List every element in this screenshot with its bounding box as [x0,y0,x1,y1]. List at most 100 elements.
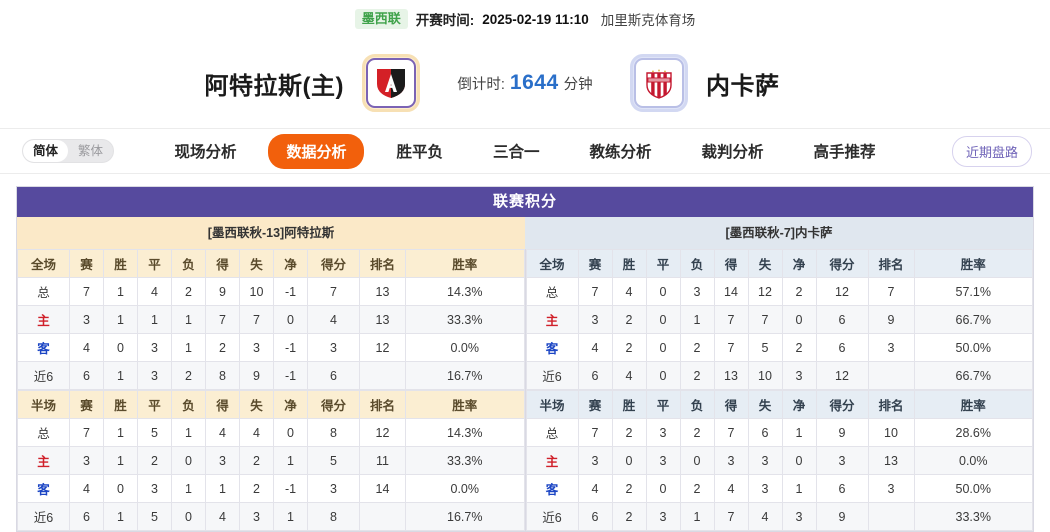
navigation-bar: 简体 繁体 现场分析 数据分析 胜平负 三合一 教练分析 裁判分析 高手推荐 近… [0,128,1050,174]
cell-rank: 10 [867,418,915,447]
cell-goal-diff: 1 [781,418,817,447]
lang-simplified-option[interactable]: 简体 [23,140,69,162]
cell-win-rate: 33.3% [405,446,525,475]
cell-goals-against: 3 [239,333,274,362]
table-row: 总 7 4 0 3 14 12 2 12 7 57.1% [525,277,1033,306]
language-toggle[interactable]: 简体 繁体 [22,139,115,163]
cell-drawn: 3 [645,418,681,447]
cell-points: 8 [307,418,360,447]
tab-live-analysis[interactable]: 现场分析 [174,144,237,161]
cell-goals-for: 8 [205,361,240,390]
cell-won: 0 [611,446,647,475]
recent-odds-button[interactable]: 近期盘路 [951,135,1032,167]
standings-tables: 全场 赛 胜 平 负 得 失 净 得分 排名 胜率 总 7 1 4 2 9 10 -1 7 13 1… [17,249,1033,531]
col-goals-against: 失 [239,249,274,278]
table-header-row: 全场 赛 胜 平 负 得 失 净 得分 排名 胜率 [17,249,525,278]
col-goal-diff: 净 [273,249,308,278]
cell-goal-diff: 3 [781,361,817,390]
cell-goals-against: 4 [239,418,274,447]
cell-played: 6 [69,361,104,390]
team-band-row: [墨西联秋-13]阿特拉斯 [墨西联秋-7]内卡萨 [17,217,1033,249]
cell-goals-against: 2 [239,474,274,503]
cell-goal-diff: -1 [273,333,308,362]
cell-goal-diff: 2 [781,333,817,362]
cell-rank [359,361,406,390]
col-lost: 负 [171,249,206,278]
tab-expert-tips[interactable]: 高手推荐 [813,144,876,161]
col-points: 得分 [815,249,869,278]
left-team-tables: 全场 赛 胜 平 负 得 失 净 得分 排名 胜率 总 7 1 4 2 9 10 -1 7 13 1… [17,249,526,531]
cell-played: 3 [69,305,104,334]
home-team-block[interactable]: 阿特拉斯(主) [0,54,420,112]
away-team-name: 内卡萨 [706,72,780,100]
cell-goals-for: 7 [713,502,749,531]
tab-coach-analysis[interactable]: 教练分析 [589,144,652,161]
col-goal-diff: 净 [781,249,817,278]
tab-data-analysis[interactable]: 数据分析 [268,133,365,169]
cell-won: 0 [103,333,138,362]
cell-goal-diff: -1 [273,474,308,503]
cell-win-rate: 33.3% [913,502,1033,531]
col-won: 胜 [611,390,647,419]
cell-drawn: 3 [645,446,681,475]
col-goals-against: 失 [747,249,783,278]
table-row: 主 3 0 3 0 3 3 0 3 13 0.0% [525,446,1033,475]
cell-points: 3 [307,333,360,362]
cell-lost: 1 [679,502,715,531]
row-scope-label: 客 [525,474,579,503]
cell-won: 4 [611,277,647,306]
col-lost: 负 [171,390,206,419]
cell-points: 3 [307,474,360,503]
cell-drawn: 0 [645,474,681,503]
table-row: 客 4 0 3 1 1 2 -1 3 14 0.0% [17,474,525,503]
tab-win-draw-lose[interactable]: 胜平负 [396,144,443,161]
tab-referee-analysis[interactable]: 裁判分析 [701,144,764,161]
row-scope-label: 主 [17,305,70,334]
table-row: 客 4 2 0 2 7 5 2 6 3 50.0% [525,333,1033,362]
col-scope: 全场 [17,249,70,278]
home-team-crest-icon [362,54,420,112]
col-win-rate: 胜率 [405,249,525,278]
cell-goals-for: 13 [713,361,749,390]
table-row: 近6 6 1 5 0 4 3 1 8 16.7% [17,502,525,531]
cell-won: 4 [611,361,647,390]
cell-lost: 0 [679,446,715,475]
col-goal-diff: 净 [273,390,308,419]
cell-played: 4 [577,333,613,362]
countdown-label: 倒计时: [457,77,505,93]
table-row: 主 3 1 1 1 7 7 0 4 13 33.3% [17,305,525,334]
cell-goal-diff: -1 [273,361,308,390]
away-team-block[interactable]: 内卡萨 [600,54,1050,112]
cell-won: 1 [103,502,138,531]
tab-three-in-one[interactable]: 三合一 [492,144,540,161]
cell-goals-for: 14 [713,277,749,306]
kickoff-label: 开赛时间: [415,13,475,28]
cell-won: 0 [103,474,138,503]
cell-rank: 11 [359,446,406,475]
cell-points: 6 [815,474,869,503]
cell-lost: 1 [171,474,206,503]
cell-played: 7 [69,418,104,447]
col-win-rate: 胜率 [913,249,1033,278]
lang-traditional-option[interactable]: 繁体 [78,144,104,158]
cell-won: 1 [103,277,138,306]
cell-lost: 0 [171,502,206,531]
cell-goals-for: 2 [205,333,240,362]
cell-won: 1 [103,305,138,334]
cell-goals-for: 1 [205,474,240,503]
left-half-body: 总 7 1 5 1 4 4 0 8 12 14.3% 主 3 1 2 0 3 2 1 5 11 33.3% 客 4 0 3 1 1 2-… [17,418,525,531]
cell-rank: 13 [867,446,915,475]
cell-won: 2 [611,502,647,531]
cell-win-rate: 16.7% [405,502,525,531]
col-lost: 负 [679,390,715,419]
home-team-name: 阿特拉斯(主) [204,72,344,100]
right-full-body: 总 7 4 0 3 14 12 2 12 7 57.1% 主 3 2 0 1 7 7 0 6 9 66.7% 客 4 2 0 2 7 5… [525,277,1033,390]
cell-goals-for: 7 [713,418,749,447]
cell-goal-diff: 1 [273,446,308,475]
cell-lost: 2 [171,277,206,306]
cell-played: 4 [69,333,104,362]
cell-points: 12 [815,277,869,306]
cell-goals-for: 7 [713,305,749,334]
col-played: 赛 [577,249,613,278]
cell-win-rate: 0.0% [405,333,525,362]
